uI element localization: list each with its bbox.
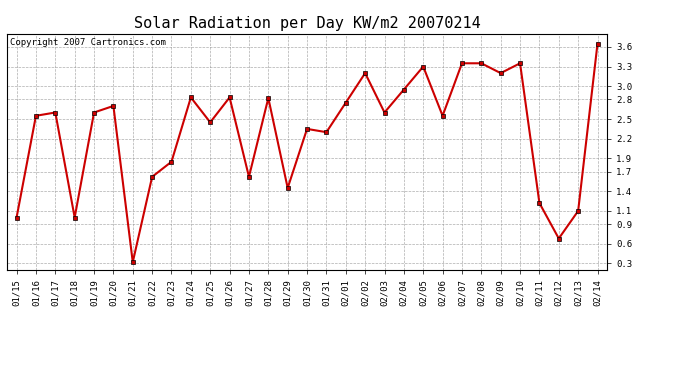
Text: Copyright 2007 Cartronics.com: Copyright 2007 Cartronics.com: [10, 39, 166, 48]
Title: Solar Radiation per Day KW/m2 20070214: Solar Radiation per Day KW/m2 20070214: [134, 16, 480, 31]
